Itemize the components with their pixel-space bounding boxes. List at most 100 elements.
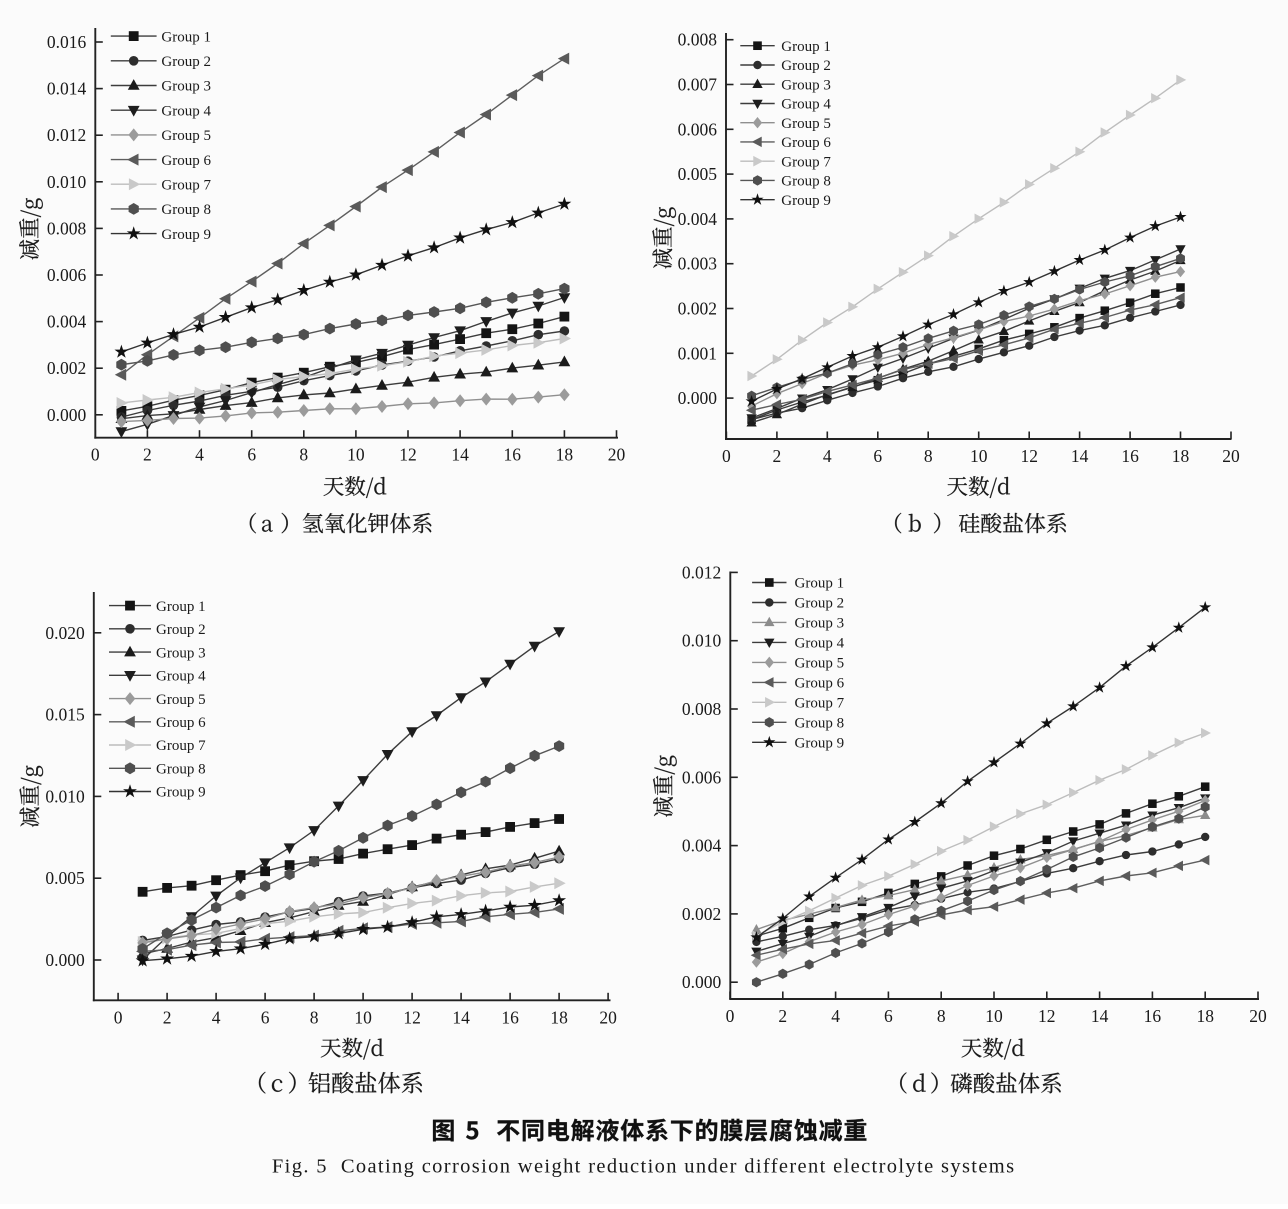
svg-text:16: 16 [1144,1006,1162,1026]
svg-text:Group 4: Group 4 [156,669,206,685]
svg-text:0.001: 0.001 [678,343,717,363]
svg-text:Group 5: Group 5 [781,116,831,132]
svg-text:12: 12 [1038,1006,1056,1026]
svg-text:Group 4: Group 4 [781,97,831,113]
svg-text:0.000: 0.000 [682,972,722,992]
svg-text:0.006: 0.006 [47,265,87,285]
svg-text:2: 2 [163,1007,172,1027]
svg-text:Group 1: Group 1 [795,576,845,592]
svg-text:18: 18 [1172,446,1190,466]
svg-text:Group 8: Group 8 [161,202,211,218]
svg-text:Group 7: Group 7 [156,738,206,754]
svg-text:0.010: 0.010 [45,786,85,806]
svg-text:Group 4: Group 4 [161,103,211,119]
svg-text:4: 4 [195,445,204,465]
svg-text:12: 12 [1020,446,1038,466]
svg-text:Group 7: Group 7 [781,154,831,170]
svg-text:Group 4: Group 4 [795,636,845,652]
svg-text:12: 12 [403,1007,421,1027]
svg-text:Group 8: Group 8 [795,716,845,732]
svg-text:Group 6: Group 6 [781,135,831,151]
svg-text:Group 3: Group 3 [781,77,831,93]
svg-text:20: 20 [608,445,626,465]
svg-text:10: 10 [985,1006,1003,1026]
svg-text:Group 3: Group 3 [156,645,206,661]
svg-text:0.008: 0.008 [678,30,718,50]
svg-text:0.008: 0.008 [47,218,87,238]
svg-text:14: 14 [1091,1006,1109,1026]
svg-text:Group 5: Group 5 [156,692,206,708]
svg-text:0.004: 0.004 [682,836,722,856]
svg-text:0.005: 0.005 [678,164,718,184]
svg-text:Group 9: Group 9 [161,227,211,243]
svg-text:6: 6 [261,1007,270,1027]
svg-text:Group 3: Group 3 [795,616,845,632]
svg-text:0.010: 0.010 [682,631,722,651]
svg-text:4: 4 [831,1006,840,1026]
svg-text:Group 9: Group 9 [781,193,831,209]
svg-text:Group 1: Group 1 [781,39,831,55]
svg-text:Fig. 5 Coating corrosion weig: Fig. 5 Coating corrosion weight reductio… [272,1156,1014,1178]
svg-text:0.000: 0.000 [47,405,87,425]
svg-text:4: 4 [212,1007,221,1027]
svg-text:0.000: 0.000 [678,388,718,408]
svg-text:0.003: 0.003 [678,254,718,274]
svg-text:Group 2: Group 2 [795,596,845,612]
svg-text:2: 2 [778,1006,787,1026]
svg-text:20: 20 [599,1007,617,1027]
svg-text:0.000: 0.000 [45,950,85,970]
svg-text:0.004: 0.004 [678,209,718,229]
svg-text:0.007: 0.007 [678,75,718,95]
svg-text:Group 7: Group 7 [795,696,845,712]
svg-text:0.012: 0.012 [682,562,721,582]
svg-text:8: 8 [924,446,933,466]
svg-text:10: 10 [354,1007,372,1027]
svg-text:Group 6: Group 6 [161,153,211,169]
svg-text:0.020: 0.020 [45,623,85,643]
svg-text:Group 2: Group 2 [156,622,206,638]
svg-text:0.002: 0.002 [682,904,721,924]
svg-text:18: 18 [1196,1006,1214,1026]
svg-text:14: 14 [1071,446,1089,466]
svg-text:12: 12 [399,445,417,465]
svg-text:20: 20 [1249,1006,1267,1026]
svg-text:14: 14 [452,1007,470,1027]
svg-text:0: 0 [91,445,100,465]
svg-text:14: 14 [451,445,469,465]
svg-text:Group 5: Group 5 [161,128,211,144]
svg-text:0.008: 0.008 [682,699,722,719]
svg-text:Group 1: Group 1 [156,599,206,615]
svg-text:20: 20 [1222,446,1240,466]
svg-text:10: 10 [970,446,988,466]
svg-text:0.006: 0.006 [678,119,718,139]
svg-text:0: 0 [114,1007,123,1027]
svg-text:16: 16 [1121,446,1139,466]
svg-text:Group 2: Group 2 [781,58,831,74]
svg-text:Group 2: Group 2 [161,54,211,70]
svg-text:Group 6: Group 6 [156,715,206,731]
svg-text:Group 1: Group 1 [161,29,211,45]
svg-text:4: 4 [823,446,832,466]
svg-text:6: 6 [873,446,882,466]
svg-text:Group 6: Group 6 [795,676,845,692]
svg-text:Group 9: Group 9 [156,785,206,801]
svg-text:8: 8 [937,1006,946,1026]
svg-text:0.002: 0.002 [678,299,717,319]
svg-text:8: 8 [310,1007,319,1027]
svg-text:0.012: 0.012 [47,125,86,145]
svg-text:6: 6 [884,1006,893,1026]
svg-text:18: 18 [556,445,574,465]
svg-text:0.005: 0.005 [45,868,85,888]
svg-text:Group 9: Group 9 [795,736,845,752]
svg-text:Group 8: Group 8 [781,174,831,190]
svg-text:16: 16 [504,445,522,465]
svg-text:Group 5: Group 5 [795,656,845,672]
svg-text:0: 0 [722,446,731,466]
svg-text:2: 2 [143,445,152,465]
svg-text:0.002: 0.002 [47,358,86,378]
svg-text:16: 16 [501,1007,519,1027]
svg-text:0.004: 0.004 [47,312,87,332]
svg-text:0.015: 0.015 [45,705,85,725]
svg-text:2: 2 [773,446,782,466]
svg-text:18: 18 [550,1007,568,1027]
